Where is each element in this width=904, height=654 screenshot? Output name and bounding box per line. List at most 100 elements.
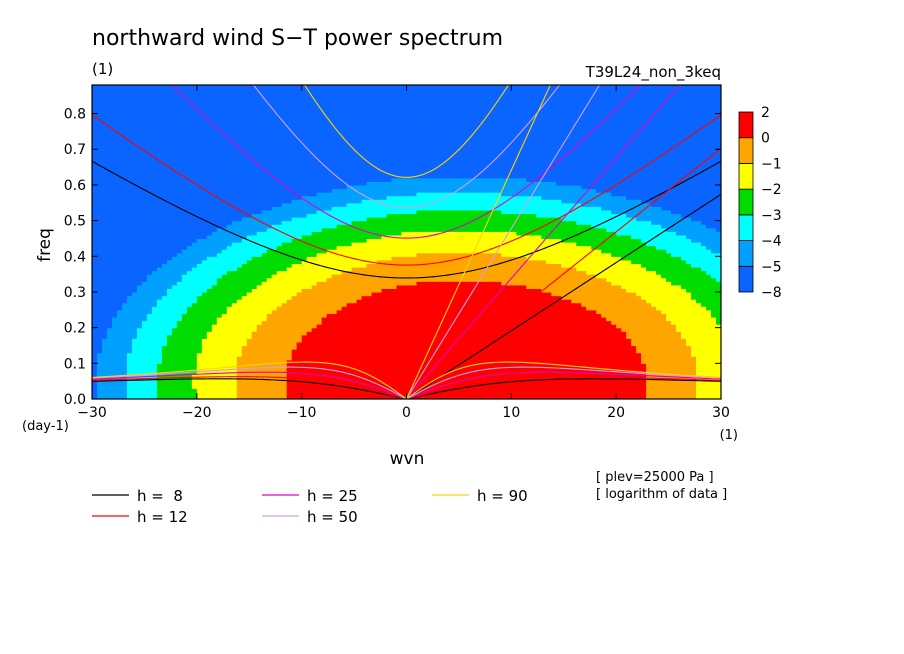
heatmap-cell (356, 363, 363, 368)
heatmap-cell (266, 381, 273, 386)
heatmap-cell (361, 366, 368, 372)
heatmap-cell (381, 327, 388, 332)
heatmap-cell (716, 327, 721, 332)
heatmap-cell (651, 306, 657, 311)
heatmap-cell (301, 320, 308, 325)
heatmap-cell (651, 356, 657, 361)
heatmap-cell (231, 395, 238, 399)
heatmap-cell (281, 363, 288, 368)
heatmap-cell (656, 299, 662, 304)
heatmap-cell (191, 306, 198, 311)
heatmap-cell (421, 274, 428, 279)
heatmap-cell (416, 356, 423, 361)
heatmap-cell (511, 302, 517, 307)
heatmap-cell (106, 302, 113, 307)
heatmap-cell (681, 284, 687, 289)
heatmap-cell (586, 395, 592, 399)
heatmap-cell (236, 281, 243, 286)
heatmap-cell (641, 288, 647, 293)
heatmap-cell (491, 370, 497, 375)
heatmap-cell (321, 341, 328, 347)
heatmap-cell (196, 359, 203, 364)
heatmap-cell (196, 284, 203, 289)
heatmap-cell (216, 284, 223, 289)
heatmap-cell (491, 256, 497, 261)
heatmap-cell (641, 320, 647, 325)
heatmap-cell (96, 306, 103, 311)
heatmap-cell (146, 366, 153, 372)
heatmap-cell (511, 374, 517, 379)
heatmap-cell (701, 313, 707, 318)
heatmap-cell (521, 270, 527, 275)
heatmap-cell (501, 338, 507, 343)
heatmap-cell (151, 295, 158, 300)
heatmap-cell (356, 391, 363, 397)
heatmap-cell (306, 266, 313, 272)
heatmap-cell (336, 299, 343, 304)
heatmap-cell (141, 331, 148, 336)
heatmap-cell (686, 338, 692, 343)
heatmap-cell (446, 259, 453, 265)
heatmap-cell (586, 366, 592, 372)
heatmap-cell (166, 349, 173, 354)
heatmap-cell (231, 374, 238, 379)
heatmap-cell (276, 334, 283, 339)
heatmap-cell (686, 370, 692, 375)
heatmap-cell (426, 352, 433, 357)
heatmap-cell (206, 381, 213, 386)
heatmap-cell (411, 349, 418, 354)
heatmap-cell (571, 377, 577, 382)
heatmap-cell (346, 341, 353, 347)
heatmap-cell (166, 295, 173, 300)
heatmap-cell (406, 316, 413, 322)
heatmap-cell (246, 299, 253, 304)
heatmap-cell (486, 270, 492, 275)
heatmap-cell (141, 288, 148, 293)
heatmap-cell (476, 334, 482, 339)
heatmap-cell (231, 299, 238, 304)
heatmap-cell (226, 288, 233, 293)
heatmap-cell (161, 395, 168, 399)
heatmap-cell (241, 356, 248, 361)
heatmap-cell (111, 274, 118, 279)
heatmap-cell (656, 263, 662, 268)
heatmap-cell (606, 284, 612, 289)
heatmap-cell (366, 356, 373, 361)
heatmap-cell (566, 295, 572, 300)
heatmap-cell (346, 370, 353, 375)
heatmap-cell (631, 281, 637, 286)
heatmap-cell (706, 277, 712, 282)
heatmap-cell (401, 370, 408, 375)
heatmap-cell (396, 274, 403, 279)
heatmap-cell (301, 349, 308, 354)
heatmap-cell (316, 299, 323, 304)
heatmap-cell (381, 309, 388, 314)
heatmap-cell (456, 359, 463, 364)
heatmap-cell (536, 388, 542, 393)
heatmap-cell (516, 384, 522, 389)
heatmap-cell (406, 341, 413, 347)
heatmap-cell (641, 388, 647, 393)
heatmap-cell (401, 391, 408, 397)
heatmap-cell (561, 306, 567, 311)
heatmap-cell (446, 331, 453, 336)
heatmap-cell (481, 359, 487, 364)
heatmap-cell (711, 356, 717, 361)
heatmap-cell (186, 263, 193, 268)
heatmap-cell (376, 263, 383, 268)
heatmap-cell (356, 291, 363, 297)
heatmap-cell (416, 363, 423, 368)
heatmap-cell (596, 327, 602, 332)
heatmap-cell (166, 256, 173, 261)
heatmap-cell (356, 263, 363, 268)
heatmap-cell (691, 306, 697, 311)
heatmap-cell (546, 306, 552, 311)
heatmap-cell (426, 274, 433, 279)
heatmap-cell (566, 320, 572, 325)
heatmap-cell (276, 306, 283, 311)
heatmap-cell (436, 366, 443, 372)
heatmap-cell (591, 266, 597, 272)
heatmap-cell (251, 331, 258, 336)
heatmap-cell (436, 302, 443, 307)
heatmap-cell (136, 384, 143, 389)
